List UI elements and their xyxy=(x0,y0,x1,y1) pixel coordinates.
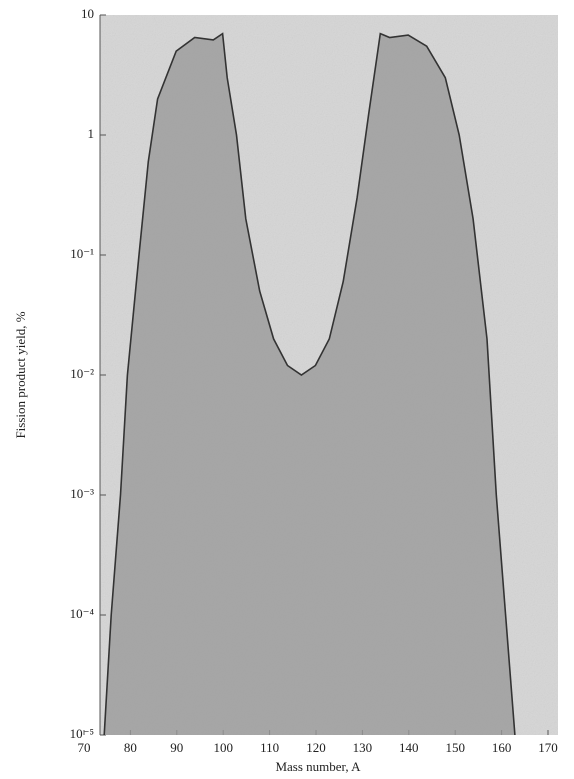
y-tick-label: 10⁻³ xyxy=(70,486,94,501)
x-tick-label: 110 xyxy=(260,740,279,755)
y-tick-label: 10⁻² xyxy=(70,366,94,381)
curve xyxy=(103,32,516,736)
y-tick-label: 1 xyxy=(88,126,95,141)
x-tick-label: 90 xyxy=(170,740,183,755)
y-tick-label: 10⁻⁵ xyxy=(70,726,94,741)
x-tick-label: 70 xyxy=(78,740,91,755)
y-axis-label: Fission product yield, % xyxy=(13,311,28,438)
x-tick-label: 100 xyxy=(213,740,233,755)
y-tick-label: 10 xyxy=(81,6,94,21)
x-tick-label: 160 xyxy=(492,740,512,755)
x-axis-label: Mass number, A xyxy=(275,759,361,774)
x-tick-label: 140 xyxy=(399,740,419,755)
y-tick-label: 10⁻⁴ xyxy=(70,606,95,621)
x-tick-label: 80 xyxy=(124,740,137,755)
y-tick-label: 10⁻¹ xyxy=(70,246,94,261)
x-tick-label: 130 xyxy=(353,740,373,755)
x-tick-label: 150 xyxy=(445,740,465,755)
x-tick-label: 120 xyxy=(306,740,326,755)
area xyxy=(104,33,515,736)
x-tick-label: 170 xyxy=(538,740,558,755)
